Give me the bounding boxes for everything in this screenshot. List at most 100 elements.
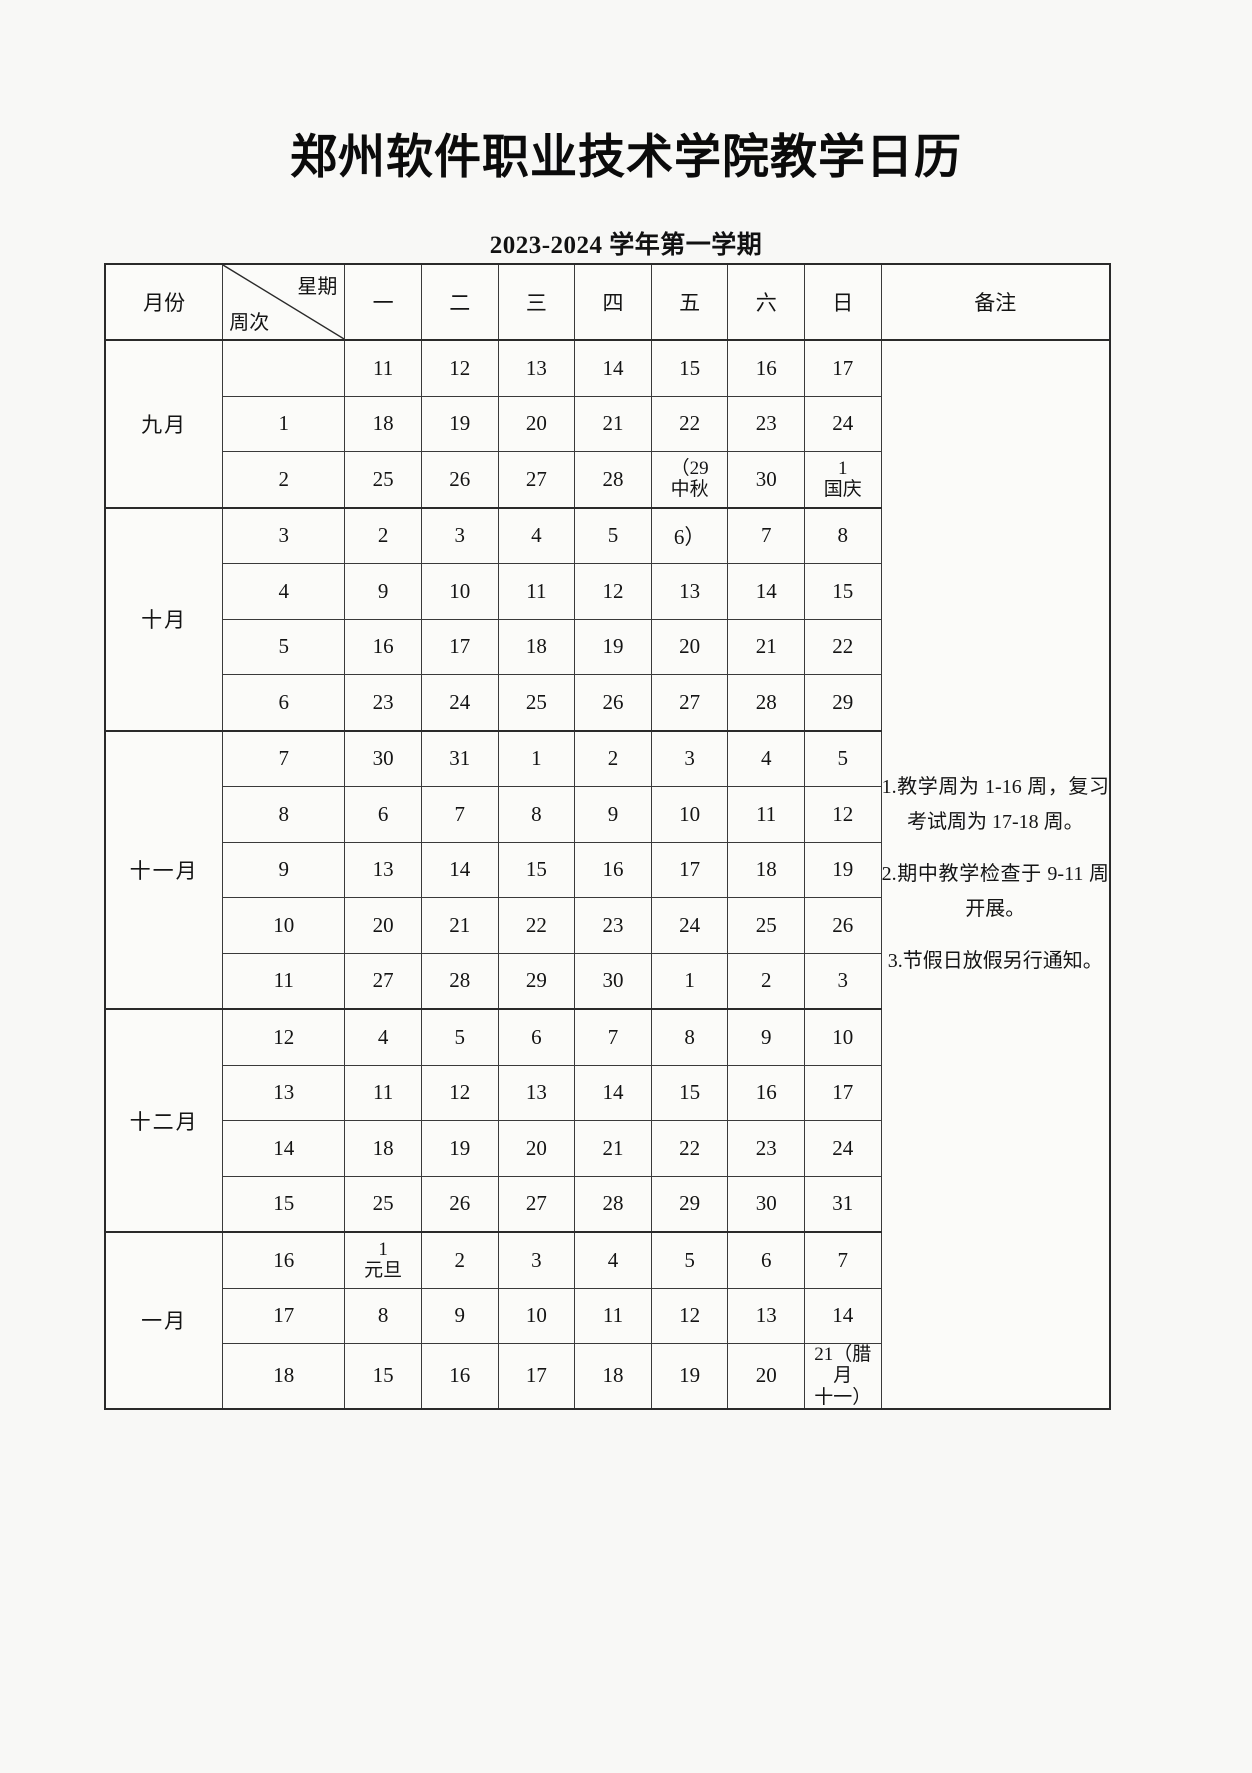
date-cell-multiline: 1 国庆 <box>805 458 881 501</box>
date-cell-multiline: 21（腊月 十一） <box>805 1344 881 1408</box>
date-cell: 3 <box>497 1231 576 1289</box>
date-cell: 5 <box>574 506 652 564</box>
date-cell: 12 <box>420 1064 499 1121</box>
month-name-cell: 九月 <box>104 339 224 508</box>
date-cell: 11 <box>497 563 576 620</box>
date-holiday-label: 国庆 <box>823 479 862 501</box>
month-name-cell: 十一月 <box>104 729 224 1010</box>
date-cell: 15 <box>804 563 882 620</box>
week-number-cell <box>222 339 346 397</box>
date-cell: 21（腊月 十一） <box>804 1342 882 1410</box>
date-cell: 25 <box>344 451 422 508</box>
date-cell: 14 <box>574 339 652 397</box>
date-holiday-label: 元旦 <box>364 1260 403 1282</box>
date-cell: 1 <box>650 952 729 1010</box>
week-number-cell: 3 <box>222 506 346 564</box>
date-cell: 11 <box>344 1064 422 1121</box>
date-cell: 5 <box>804 729 882 787</box>
date-holiday-label: 中秋 <box>670 479 709 501</box>
week-number-cell: 4 <box>222 563 346 620</box>
table-row: 十月 3 2 3 4 5 6） 7 8 <box>104 506 1110 731</box>
date-cell: 12 <box>804 786 882 843</box>
date-cell: 28 <box>727 674 805 731</box>
date-cell: 8 <box>344 1287 422 1344</box>
date-cell: 17 <box>420 618 499 675</box>
page-subtitle: 2023-2024 学年第一学期 <box>489 232 763 259</box>
table-row: 11 27 28 29 30 1 2 3 <box>105 952 1110 1010</box>
week-number-cell: 2 <box>222 451 346 508</box>
date-cell: 15 <box>344 1342 422 1410</box>
date-cell: 3 <box>420 506 499 564</box>
date-cell: 18 <box>344 1120 422 1177</box>
date-cell: 31 <box>804 1175 882 1233</box>
date-cell: 26 <box>574 674 652 731</box>
date-number: （29 <box>670 457 709 479</box>
date-cell: 19 <box>650 1342 729 1410</box>
week-number-cell: 6 <box>222 674 346 731</box>
date-cell: 19 <box>804 841 882 898</box>
date-cell: 16 <box>420 1342 499 1410</box>
date-cell: 22 <box>804 618 882 675</box>
date-cell: 6 <box>727 1231 805 1289</box>
date-cell: 27 <box>497 451 576 508</box>
date-cell: 4 <box>497 506 576 564</box>
date-cell: 23 <box>344 674 422 731</box>
date-cell: 5 <box>650 1231 729 1289</box>
date-cell: 7 <box>804 1231 882 1289</box>
date-cell: 4 <box>574 1231 652 1289</box>
date-cell: 10 <box>497 1287 576 1344</box>
date-cell: 6 <box>497 1008 576 1066</box>
date-cell: 13 <box>497 1064 576 1121</box>
date-cell: 17 <box>650 841 729 898</box>
date-number: 1 <box>838 457 848 479</box>
header-day-sun: 日 <box>804 263 882 341</box>
date-cell: 8 <box>497 786 576 843</box>
date-cell: 28 <box>574 1175 652 1233</box>
date-cell: 12 <box>650 1287 729 1344</box>
week-number-cell: 8 <box>222 786 346 843</box>
date-cell: 4 <box>344 1008 422 1066</box>
date-cell: 22 <box>650 395 729 452</box>
week-number-cell: 16 <box>222 1231 346 1289</box>
date-cell: 16 <box>727 339 805 397</box>
date-cell: 10 <box>804 1008 882 1066</box>
date-cell: 20 <box>497 1120 576 1177</box>
table-row: 一月 16 1 元旦 2 3 4 5 6 7 <box>104 1231 1110 1410</box>
date-cell: 11 <box>574 1287 652 1344</box>
date-cell: 21 <box>574 1120 652 1177</box>
week-number-cell: 1 <box>222 395 346 452</box>
date-cell: 7 <box>727 506 805 564</box>
week-number-cell: 9 <box>222 841 346 898</box>
header-day-tue: 二 <box>420 263 499 341</box>
date-cell: 31 <box>420 729 499 787</box>
week-number-cell: 7 <box>222 729 346 787</box>
date-cell: 19 <box>420 395 499 452</box>
date-cell: 29 <box>650 1175 729 1233</box>
page-title: 郑州软件职业技术学院教学日历 <box>290 130 962 185</box>
date-cell: 24 <box>650 897 729 954</box>
date-cell: 5 <box>420 1008 499 1066</box>
date-cell: 30 <box>574 952 652 1010</box>
header-day-sat: 六 <box>727 263 805 341</box>
date-cell: 12 <box>574 563 652 620</box>
date-cell: 20 <box>344 897 422 954</box>
date-cell: 29 <box>497 952 576 1010</box>
date-cell: 25 <box>344 1175 422 1233</box>
date-cell: 24 <box>804 1120 882 1177</box>
remark-item-1: 1.教学周为 1-16 周，复习考试周为 17-18 周。 <box>881 776 1109 833</box>
table-row: 2 25 26 27 28 （29 中秋 30 1 国庆 <box>105 451 1110 508</box>
teaching-calendar-table-wrapper: 月份 星期 周次 一 二 三 四 五 六 日 备注 <box>104 263 1111 1410</box>
date-cell: 1 <box>497 729 576 787</box>
date-cell: 24 <box>804 395 882 452</box>
date-cell: 10 <box>650 786 729 843</box>
header-remark: 备注 <box>880 263 1111 341</box>
date-cell: 18 <box>574 1342 652 1410</box>
date-cell: 3 <box>804 952 882 1010</box>
date-cell: 17 <box>804 339 882 397</box>
date-cell: 20 <box>727 1342 805 1410</box>
table-body: 九月 11 12 13 14 15 16 17 1.教学周为 1-16 周，复习考试周为 17-… <box>104 339 1111 1410</box>
date-cell: 30 <box>727 451 805 508</box>
month-name-cell: 十月 <box>104 506 224 731</box>
date-cell: 9 <box>344 563 422 620</box>
